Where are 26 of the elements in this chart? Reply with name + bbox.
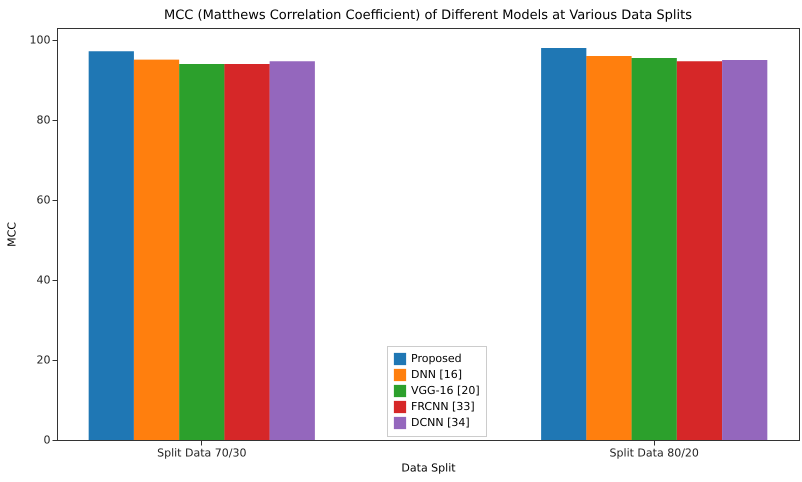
bar [676, 61, 722, 440]
legend-label: VGG-16 [20] [411, 384, 480, 397]
legend-label: DCNN [34] [411, 416, 470, 429]
y-tick-label: 20 [36, 354, 50, 366]
y-tick-label: 0 [44, 434, 50, 446]
y-tick-label: 100 [30, 34, 50, 46]
x-tick-label: Split Data 70/30 [157, 446, 246, 460]
bar [586, 56, 632, 440]
legend-label: FRCNN [33] [411, 400, 475, 413]
y-tick-label: 40 [36, 274, 50, 286]
x-axis-title: Data Split [401, 462, 456, 474]
bar [224, 64, 270, 440]
bar [88, 51, 134, 440]
bar [632, 58, 677, 440]
chart-title: MCC (Matthews Correlation Coefficient) of Different Models at Various Data Splits [164, 8, 692, 23]
x-tick-label: Split Data 80/20 [610, 446, 699, 460]
bar [270, 61, 315, 440]
y-tick-label: 60 [36, 194, 50, 206]
bar [179, 64, 224, 440]
bar [541, 48, 586, 440]
y-axis-title: MCC [6, 222, 19, 247]
bar [722, 60, 768, 440]
bar [134, 60, 180, 440]
legend-label: DNN [16] [411, 368, 462, 381]
y-tick-label: 80 [36, 114, 50, 126]
legend-label: Proposed [411, 352, 462, 365]
